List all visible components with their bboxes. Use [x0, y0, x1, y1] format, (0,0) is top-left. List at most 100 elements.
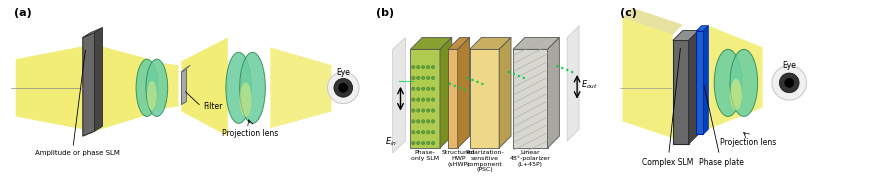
Polygon shape [410, 38, 452, 49]
Ellipse shape [240, 52, 265, 123]
Polygon shape [513, 38, 559, 49]
Ellipse shape [422, 76, 425, 80]
Polygon shape [83, 28, 102, 38]
Ellipse shape [431, 109, 435, 112]
Ellipse shape [458, 87, 461, 89]
Ellipse shape [426, 109, 430, 112]
Ellipse shape [426, 76, 430, 80]
Polygon shape [622, 18, 673, 138]
Polygon shape [622, 8, 682, 35]
Ellipse shape [416, 87, 420, 91]
Ellipse shape [416, 109, 420, 112]
Polygon shape [470, 49, 499, 148]
Ellipse shape [730, 79, 742, 111]
Polygon shape [470, 38, 511, 49]
Ellipse shape [411, 120, 415, 123]
Ellipse shape [422, 98, 425, 101]
Ellipse shape [426, 120, 430, 123]
Ellipse shape [481, 83, 484, 85]
Polygon shape [181, 69, 186, 105]
Ellipse shape [136, 59, 158, 116]
Ellipse shape [416, 130, 420, 134]
Ellipse shape [327, 72, 359, 104]
Ellipse shape [422, 65, 425, 69]
Ellipse shape [449, 83, 452, 85]
Text: $E_{out}$: $E_{out}$ [581, 79, 598, 91]
Ellipse shape [522, 77, 525, 79]
Ellipse shape [431, 141, 435, 145]
Ellipse shape [730, 49, 758, 116]
Ellipse shape [507, 71, 510, 73]
Polygon shape [673, 31, 698, 40]
Ellipse shape [784, 78, 794, 88]
Ellipse shape [426, 98, 430, 101]
Text: (a): (a) [14, 8, 31, 18]
Text: $E_{in}$: $E_{in}$ [385, 136, 397, 148]
Text: Amplitude or phase SLM: Amplitude or phase SLM [35, 150, 120, 156]
Ellipse shape [453, 85, 456, 87]
Ellipse shape [411, 87, 415, 91]
Ellipse shape [714, 49, 742, 116]
Text: Phase plate: Phase plate [699, 86, 744, 167]
Ellipse shape [411, 130, 415, 134]
Polygon shape [393, 38, 405, 153]
Polygon shape [673, 40, 689, 144]
Ellipse shape [431, 98, 435, 101]
Ellipse shape [416, 120, 420, 123]
Ellipse shape [411, 109, 415, 112]
Polygon shape [513, 49, 548, 148]
Ellipse shape [422, 120, 425, 123]
Ellipse shape [431, 130, 435, 134]
Ellipse shape [780, 73, 799, 93]
Polygon shape [499, 38, 511, 148]
Ellipse shape [339, 83, 348, 93]
Polygon shape [83, 33, 94, 136]
Ellipse shape [147, 81, 157, 111]
Polygon shape [709, 26, 763, 129]
Ellipse shape [431, 87, 435, 91]
Text: Polarization-
sensitive
component
(PSC): Polarization- sensitive component (PSC) [465, 150, 504, 172]
Ellipse shape [411, 98, 415, 101]
Polygon shape [696, 26, 709, 31]
Polygon shape [440, 38, 452, 148]
Ellipse shape [513, 73, 515, 75]
Ellipse shape [334, 78, 353, 97]
Ellipse shape [426, 65, 430, 69]
Ellipse shape [431, 65, 435, 69]
Polygon shape [689, 31, 698, 144]
Ellipse shape [411, 65, 415, 69]
Text: Structured
HWP
(sHWP): Structured HWP (sHWP) [442, 150, 475, 167]
Text: Eye: Eye [336, 68, 350, 77]
Ellipse shape [240, 82, 251, 117]
Ellipse shape [431, 76, 435, 80]
Ellipse shape [422, 141, 425, 145]
Ellipse shape [464, 88, 466, 91]
Polygon shape [567, 26, 579, 141]
Ellipse shape [466, 77, 469, 79]
Ellipse shape [476, 81, 479, 83]
Text: Complex SLM: Complex SLM [642, 48, 694, 167]
Ellipse shape [431, 120, 435, 123]
Text: Eye: Eye [782, 61, 796, 70]
Text: Phase-
only SLM: Phase- only SLM [411, 150, 439, 161]
Polygon shape [181, 38, 228, 136]
Ellipse shape [772, 66, 807, 100]
Ellipse shape [416, 76, 420, 80]
Text: Projection lens: Projection lens [222, 129, 278, 138]
Polygon shape [181, 65, 191, 72]
Ellipse shape [561, 67, 564, 69]
Ellipse shape [416, 98, 420, 101]
Text: Linear
45°-polarizer
(L+45P): Linear 45°-polarizer (L+45P) [509, 150, 550, 167]
Ellipse shape [411, 76, 415, 80]
Polygon shape [94, 28, 102, 131]
Ellipse shape [566, 69, 569, 71]
Ellipse shape [146, 59, 168, 116]
Ellipse shape [422, 130, 425, 134]
Text: Projection lens: Projection lens [719, 138, 776, 147]
Ellipse shape [422, 87, 425, 91]
Ellipse shape [556, 65, 558, 67]
Polygon shape [270, 47, 332, 128]
Ellipse shape [226, 52, 251, 123]
Ellipse shape [416, 65, 420, 69]
Ellipse shape [416, 141, 420, 145]
